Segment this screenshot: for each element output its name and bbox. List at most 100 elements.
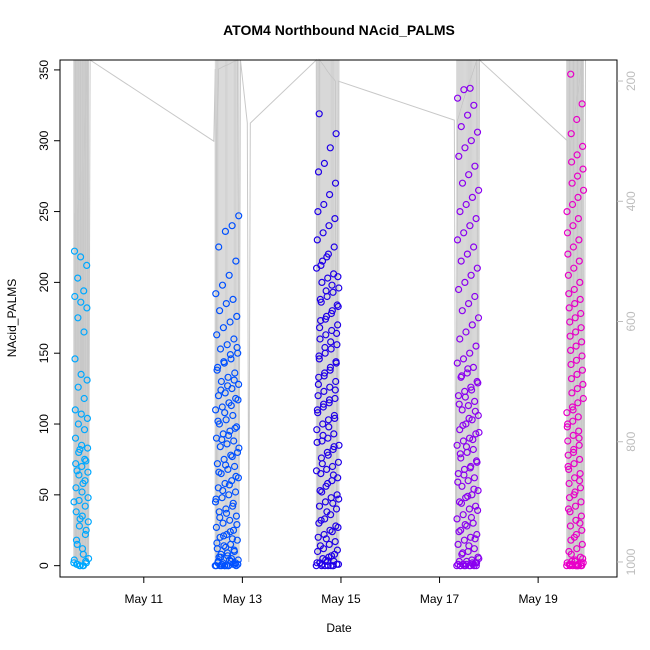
data-point-flight-3 bbox=[321, 369, 329, 377]
y2-tick-label: 400 bbox=[624, 191, 638, 211]
data-point-flight-2 bbox=[213, 539, 221, 547]
data-point-flight-4 bbox=[454, 392, 463, 400]
x-axis: May 11 May 13 May 15 May 17 May 19 bbox=[125, 577, 558, 606]
data-point-flight-1 bbox=[73, 467, 81, 475]
data-point-flight-1 bbox=[83, 304, 91, 312]
data-point-flight-1 bbox=[72, 508, 80, 516]
data-point-flight-5 bbox=[564, 437, 572, 445]
data-point-flight-2 bbox=[225, 481, 233, 489]
data-point-flight-3 bbox=[330, 243, 338, 251]
data-point-flight-4 bbox=[466, 349, 474, 357]
data-point-flight-4 bbox=[464, 402, 472, 410]
data-point-flight-2 bbox=[228, 222, 236, 230]
y-tick-label: 350 bbox=[37, 60, 51, 80]
data-point-flight-3 bbox=[317, 261, 325, 269]
data-point-flight-5 bbox=[568, 179, 576, 187]
data-point-flight-3 bbox=[316, 487, 324, 495]
data-point-flight-4 bbox=[461, 387, 469, 395]
data-point-flight-2 bbox=[227, 355, 235, 363]
data-point-flight-2 bbox=[224, 382, 232, 390]
data-point-flight-1 bbox=[83, 376, 91, 384]
data-point-flight-3 bbox=[321, 515, 329, 523]
data-point-flight-4 bbox=[465, 300, 473, 308]
data-point-flight-4 bbox=[466, 464, 474, 472]
data-point-flight-2 bbox=[232, 472, 240, 480]
data-point-flight-1 bbox=[72, 536, 81, 544]
data-point-flight-3 bbox=[335, 495, 343, 503]
data-point-flight-4 bbox=[465, 171, 473, 179]
data-point-flight-2 bbox=[231, 369, 239, 377]
data-point-flight-4 bbox=[471, 162, 479, 170]
data-point-flight-5 bbox=[565, 547, 573, 556]
data-point-flight-3 bbox=[325, 222, 333, 230]
data-point-flight-4 bbox=[474, 506, 482, 514]
y-axis-left: 0 50 100 150 200 250 300 350 bbox=[37, 60, 60, 569]
data-point-flight-1 bbox=[77, 370, 85, 378]
data-point-flight-5 bbox=[573, 545, 581, 553]
data-point-flight-3 bbox=[317, 516, 325, 524]
data-point-flight-5 bbox=[570, 460, 578, 468]
data-point-flight-3 bbox=[328, 462, 337, 471]
data-point-flight-5 bbox=[571, 314, 579, 322]
data-point-flight-3 bbox=[314, 409, 322, 417]
data-point-flight-4 bbox=[468, 193, 476, 201]
data-point-flight-1 bbox=[74, 274, 82, 282]
data-point-flight-4 bbox=[455, 152, 463, 160]
data-point-flight-4 bbox=[466, 84, 474, 92]
data-point-flight-2 bbox=[216, 345, 225, 353]
data-point-flight-3 bbox=[315, 355, 323, 363]
data-point-flight-5 bbox=[570, 285, 578, 294]
data-point-flight-3 bbox=[320, 387, 328, 395]
data-point-flight-5 bbox=[566, 346, 575, 354]
data-point-flight-5 bbox=[578, 366, 587, 374]
data-point-flight-2 bbox=[230, 335, 238, 343]
data-point-flight-4 bbox=[456, 450, 464, 458]
data-point-flight-4 bbox=[475, 428, 483, 437]
data-point-flight-5 bbox=[576, 295, 584, 303]
data-point-flight-3 bbox=[325, 423, 333, 431]
data-point-flight-4 bbox=[462, 328, 470, 336]
data-point-flight-1 bbox=[72, 460, 80, 468]
data-point-flight-4 bbox=[458, 307, 466, 315]
data-point-flight-5 bbox=[567, 360, 575, 369]
data-point-flight-4 bbox=[456, 335, 464, 343]
data-point-flight-3 bbox=[313, 438, 321, 446]
data-point-flight-4 bbox=[461, 144, 469, 152]
data-point-flight-5 bbox=[579, 186, 588, 194]
data-point-flight-5 bbox=[568, 389, 576, 397]
data-point-flight-3 bbox=[326, 191, 334, 199]
data-point-flight-4 bbox=[453, 515, 461, 523]
data-point-flight-4 bbox=[469, 436, 477, 444]
data-point-flight-4 bbox=[467, 383, 475, 391]
data-point-flight-3 bbox=[328, 528, 336, 536]
data-point-flight-5 bbox=[578, 100, 586, 108]
data-point-flight-2 bbox=[220, 358, 228, 366]
data-point-flight-2 bbox=[227, 451, 235, 459]
data-point-flight-1 bbox=[71, 355, 79, 363]
data-point-flight-2 bbox=[232, 257, 240, 265]
data-point-flight-5 bbox=[569, 431, 577, 439]
y-tick-label: 50 bbox=[37, 488, 51, 502]
data-point-flight-5 bbox=[566, 332, 574, 340]
data-point-flight-1 bbox=[70, 556, 78, 564]
y-axis-right-pressure: 200 400 600 800 1000 bbox=[617, 71, 638, 575]
data-point-flight-2 bbox=[224, 431, 233, 439]
data-point-flight-2 bbox=[233, 520, 241, 529]
data-point-flight-2 bbox=[234, 560, 242, 568]
data-point-flight-5 bbox=[568, 403, 577, 411]
data-point-flight-5 bbox=[570, 264, 578, 272]
data-point-flight-3 bbox=[329, 471, 337, 479]
data-point-flight-2 bbox=[216, 307, 224, 315]
data-point-flight-3 bbox=[315, 502, 324, 510]
data-point-flight-2 bbox=[230, 546, 238, 554]
data-point-flight-4 bbox=[470, 474, 478, 482]
data-point-flight-4 bbox=[473, 559, 481, 567]
data-point-flight-1 bbox=[80, 394, 88, 403]
data-point-flight-5 bbox=[569, 448, 578, 456]
data-point-flight-4 bbox=[457, 499, 466, 507]
data-point-flight-4 bbox=[471, 407, 479, 415]
data-point-flight-1 bbox=[76, 445, 84, 454]
data-point-flight-5 bbox=[563, 420, 572, 428]
data-point-flight-4 bbox=[472, 457, 481, 465]
